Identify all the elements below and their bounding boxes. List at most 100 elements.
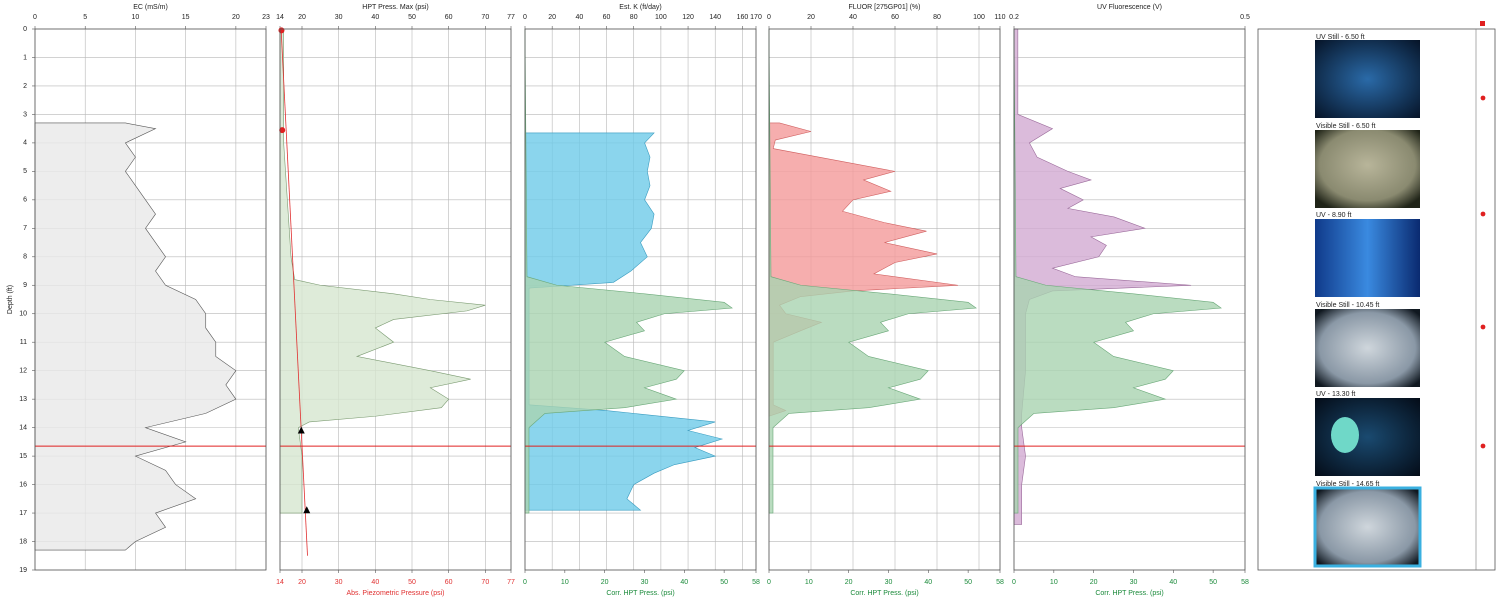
x-tick-label: 0 xyxy=(523,14,527,21)
x2-tick-label: 50 xyxy=(964,579,972,586)
x-tick-label: 170 xyxy=(750,14,762,21)
pressure-point xyxy=(278,27,285,34)
x2-tick-label: 20 xyxy=(1090,579,1098,586)
area-series xyxy=(1013,28,1192,525)
x-tick-label: 15 xyxy=(182,14,190,21)
x2-tick-label: 30 xyxy=(885,579,893,586)
x2-tick-label: 58 xyxy=(996,579,1004,586)
y-tick-label: 2 xyxy=(23,83,27,90)
y-tick-label: 16 xyxy=(19,481,27,488)
strip-marker xyxy=(1480,324,1486,330)
x-tick-label: 80 xyxy=(630,14,638,21)
x-tick-label: 20 xyxy=(232,14,240,21)
area-series xyxy=(279,28,486,514)
x-tick-label: 50 xyxy=(408,14,416,21)
pressure-point xyxy=(297,426,305,434)
x-tick-label: 0.5 xyxy=(1240,14,1250,21)
x2-axis-label: Corr. HPT Press. (psi) xyxy=(1095,590,1163,597)
image-thumbnail-selected[interactable] xyxy=(1313,486,1422,568)
pressure-point xyxy=(279,127,286,134)
image-thumbnail[interactable] xyxy=(1315,40,1420,118)
area-series xyxy=(1013,28,1222,514)
y-tick-label: 18 xyxy=(19,538,27,545)
x-tick-label: 60 xyxy=(445,14,453,21)
y-tick-label: 1 xyxy=(23,54,27,61)
x2-tick-label: 77 xyxy=(507,579,515,586)
x-tick-label: 100 xyxy=(655,14,667,21)
y-tick-label: 15 xyxy=(19,453,27,460)
image-caption: Visible Still - 10.45 ft xyxy=(1316,302,1379,309)
y-tick-label: 12 xyxy=(19,368,27,375)
x2-tick-label: 50 xyxy=(1209,579,1217,586)
x-tick-label: 70 xyxy=(481,14,489,21)
x2-tick-label: 14 xyxy=(276,579,284,586)
track-title: FLUOR [275GP01] (%) xyxy=(849,4,921,11)
image-caption: UV Still - 6.50 ft xyxy=(1316,34,1365,41)
x2-tick-label: 50 xyxy=(408,579,416,586)
y-tick-label: 8 xyxy=(23,254,27,261)
x2-tick-label: 30 xyxy=(335,579,343,586)
x2-axis-label: Abs. Piezometric Pressure (psi) xyxy=(346,590,444,597)
x2-tick-label: 40 xyxy=(1169,579,1177,586)
x2-tick-label: 10 xyxy=(561,579,569,586)
x2-tick-label: 70 xyxy=(481,579,489,586)
area-series xyxy=(34,122,237,551)
track-frame xyxy=(524,28,757,571)
y-tick-label: 14 xyxy=(19,424,27,431)
y-tick-label: 11 xyxy=(20,339,27,346)
x-tick-label: 20 xyxy=(548,14,556,21)
track-title: HPT Press. Max (psi) xyxy=(362,4,428,11)
x-tick-label: 160 xyxy=(737,14,749,21)
line-series xyxy=(280,28,308,556)
x2-tick-label: 0 xyxy=(767,579,771,586)
y-tick-label: 17 xyxy=(19,510,27,517)
image-caption: UV - 13.30 ft xyxy=(1316,391,1355,398)
x-tick-label: 140 xyxy=(709,14,721,21)
x-tick-label: 80 xyxy=(933,14,941,21)
x-tick-label: 14 xyxy=(276,14,284,21)
y-tick-label: 4 xyxy=(23,140,27,147)
x2-tick-label: 10 xyxy=(1050,579,1058,586)
x-tick-label: 110 xyxy=(994,14,1005,21)
x-tick-label: 0.2 xyxy=(1009,14,1019,21)
track-title: EC (mS/m) xyxy=(133,4,168,11)
x-tick-label: 40 xyxy=(849,14,857,21)
strip-marker xyxy=(1480,95,1486,101)
y-axis-label: Depth (ft) xyxy=(7,285,14,314)
strip-marker xyxy=(1480,21,1485,26)
y-tick-label: 9 xyxy=(23,282,27,289)
x2-tick-label: 40 xyxy=(371,579,379,586)
x-tick-label: 60 xyxy=(603,14,611,21)
track-frame xyxy=(768,28,1001,571)
x-tick-label: 20 xyxy=(298,14,306,21)
x2-tick-label: 40 xyxy=(680,579,688,586)
y-tick-label: 6 xyxy=(23,197,27,204)
track-title: UV Fluorescence (V) xyxy=(1097,4,1162,11)
x-tick-label: 120 xyxy=(682,14,694,21)
x-tick-label: 30 xyxy=(335,14,343,21)
x2-tick-label: 0 xyxy=(523,579,527,586)
x2-axis-label: Corr. HPT Press. (psi) xyxy=(850,590,918,597)
x-tick-label: 60 xyxy=(891,14,899,21)
x2-tick-label: 30 xyxy=(1130,579,1138,586)
x2-tick-label: 30 xyxy=(641,579,649,586)
image-thumbnail[interactable] xyxy=(1315,219,1420,297)
x-tick-label: 0 xyxy=(767,14,771,21)
track-frame xyxy=(34,28,267,571)
x-tick-label: 77 xyxy=(507,14,515,21)
x-tick-label: 10 xyxy=(132,14,140,21)
track-title: Est. K (ft/day) xyxy=(619,4,661,11)
image-detail xyxy=(1331,417,1359,453)
x2-tick-label: 10 xyxy=(805,579,813,586)
image-thumbnail[interactable] xyxy=(1315,398,1420,476)
image-panel: UV Still - 6.50 ft Visible Still - 6.50 … xyxy=(1257,21,1496,571)
x2-tick-label: 50 xyxy=(720,579,728,586)
image-thumbnail[interactable] xyxy=(1315,309,1420,387)
image-caption: Visible Still - 14.65 ft xyxy=(1316,481,1379,488)
image-panel-frame xyxy=(1257,28,1496,571)
image-thumbnail[interactable] xyxy=(1315,130,1420,208)
x-tick-label: 40 xyxy=(371,14,379,21)
x-tick-label: 100 xyxy=(973,14,985,21)
